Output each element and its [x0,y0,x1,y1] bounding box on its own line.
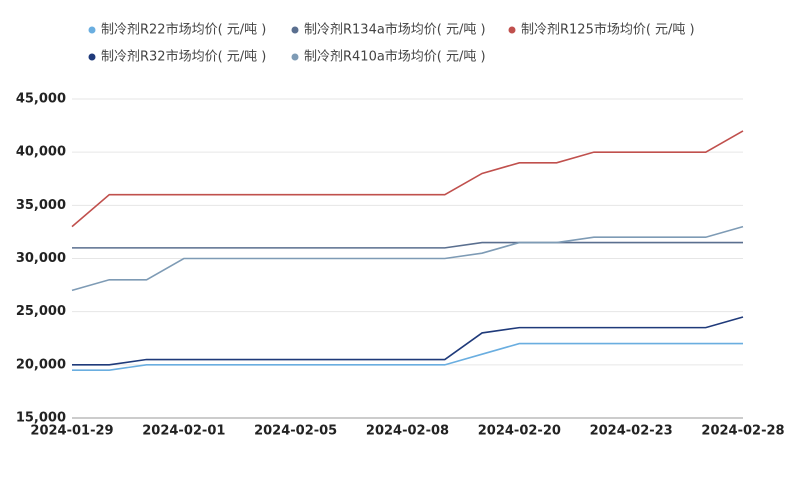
legend-marker [88,26,96,34]
legend-label: 制冷剂R125市场均价( 元/吨 ) [521,22,695,38]
y-tick-label: 35,000 [16,198,66,213]
y-tick-label: 20,000 [16,357,66,372]
x-tick-label: 2024-02-20 [478,424,561,439]
legend-label: 制冷剂R32市场均价( 元/吨 ) [101,49,266,65]
x-tick-label: 2024-02-05 [254,424,337,439]
y-tick-label: 15,000 [16,411,66,426]
x-tick-label: 2024-01-29 [30,424,113,439]
legend: 制冷剂R22市场均价( 元/吨 ) 制冷剂R134a市场均价( 元/吨 ) 制冷剂R… [88,22,695,65]
series-line [71,130,744,228]
legend-marker [291,26,299,34]
x-tick-label: 2024-02-28 [701,424,784,439]
series-line [71,225,744,292]
y-tick-label: 25,000 [16,304,66,319]
legend-marker [508,26,516,34]
x-tick-label: 2024-02-01 [142,424,225,439]
legend-label: 制冷剂R22市场均价( 元/吨 ) [101,22,266,38]
y-tick-label: 45,000 [16,92,66,107]
legend-label: 制冷剂R134a市场均价( 元/吨 ) [304,22,486,38]
series-line [72,316,744,366]
y-tick-label: 30,000 [16,251,66,266]
legend-label: 制冷剂R410a市场均价( 元/吨 ) [304,49,486,65]
legend-marker [291,53,299,61]
x-tick-label: 2024-02-23 [590,424,673,439]
x-tick-label: 2024-02-08 [366,424,449,439]
y-tick-label: 40,000 [16,145,66,160]
series-line [72,342,743,371]
legend-marker [88,53,96,61]
series-line [72,241,743,249]
